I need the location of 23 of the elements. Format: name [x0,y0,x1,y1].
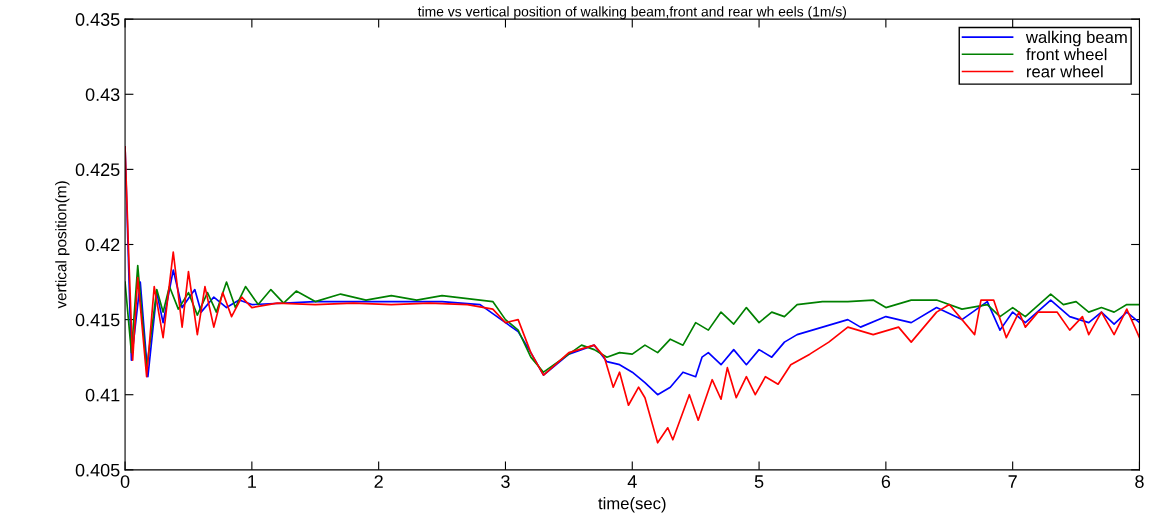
chart-title: time vs vertical position of walking beam,front and rear wh eels (1m/s) [417,6,847,20]
y-tick-label: 0.42 [85,238,120,252]
y-tick-label: 0.41 [85,388,120,402]
x-tick-label: 6 [881,475,891,488]
y-tick-label: 0.435 [75,13,120,26]
x-tick-label: 0 [120,475,130,488]
y-tick-label: 0.405 [75,463,120,477]
x-tick-label: 3 [501,475,510,488]
legend-label: front wheel [1026,48,1107,61]
x-tick-label: 1 [248,475,257,488]
x-tick-label: 7 [1008,475,1017,488]
y-tick-label: 0.43 [85,88,120,101]
x-tick-label: 2 [374,475,383,488]
legend-label: rear wheel [1027,65,1103,78]
line-series [125,264,1140,374]
y-tick-label: 0.425 [75,163,120,177]
x-tick-label: 8 [1135,475,1144,488]
y-tick-label: 0.415 [75,313,120,327]
x-tick-label: 4 [627,475,637,488]
x-axis-title: time(sec) [598,497,666,513]
y-axis-title: vertical position(m) [55,181,70,309]
x-tick-label: 5 [754,475,764,488]
legend-label: walking beam [1025,30,1127,47]
